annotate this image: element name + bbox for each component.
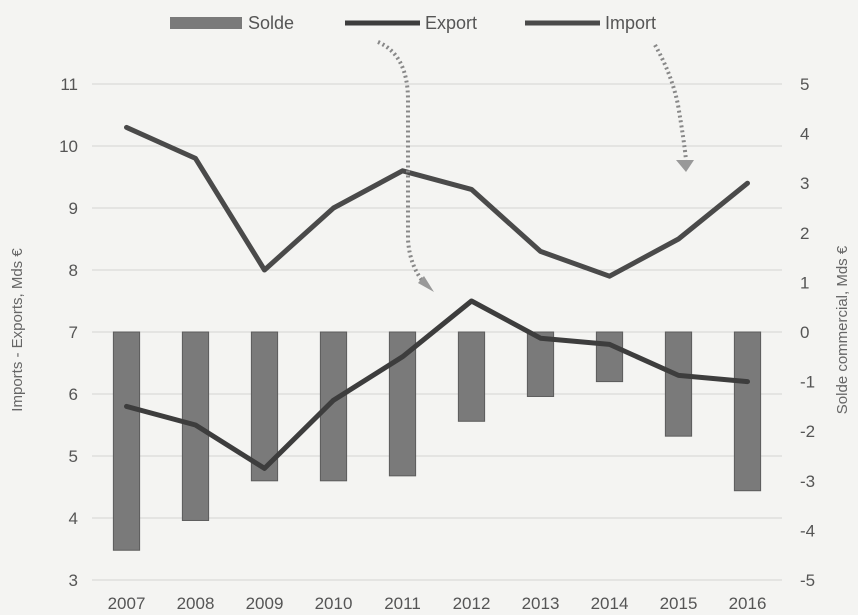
right-tick-label: 2 — [800, 224, 809, 243]
bar-solde — [526, 331, 555, 397]
left-tick-label: 6 — [69, 385, 78, 404]
left-tick-label: 7 — [69, 323, 78, 342]
right-tick-label: -1 — [800, 373, 815, 392]
x-tick-label: 2008 — [177, 594, 215, 613]
bar-solde — [595, 331, 624, 383]
bar-solde — [388, 331, 417, 477]
x-tick-label: 2014 — [591, 594, 629, 613]
legend-swatch — [170, 17, 242, 29]
x-tick-label: 2007 — [108, 594, 146, 613]
bar-solde — [733, 331, 762, 492]
annotation-arrows — [377, 40, 688, 287]
x-tick-label: 2013 — [522, 594, 560, 613]
legend: Solde Export Import — [170, 13, 656, 33]
left-tick-label: 4 — [69, 509, 78, 528]
left-tick-label: 10 — [59, 137, 78, 156]
bars — [112, 331, 762, 551]
right-tick-label: 5 — [800, 75, 809, 94]
arrow-path — [377, 40, 428, 287]
legend-label: Export — [425, 13, 477, 33]
bar-solde — [112, 331, 141, 551]
x-tick-label: 2015 — [660, 594, 698, 613]
right-tick-label: 1 — [800, 273, 809, 292]
left-tick-label: 9 — [69, 199, 78, 218]
right-tick-label: 0 — [800, 323, 809, 342]
arrowhead — [418, 276, 434, 292]
right-tick-label: -3 — [800, 472, 815, 491]
lines — [124, 124, 750, 471]
arrowhead — [676, 160, 694, 172]
arrow-path — [653, 44, 688, 161]
right-tick-label: 4 — [800, 125, 809, 144]
left-tick-label: 8 — [69, 261, 78, 280]
bar-solde — [457, 331, 486, 422]
right-tick-label: -5 — [800, 571, 815, 590]
x-tick-label: 2012 — [453, 594, 491, 613]
bar-solde — [250, 331, 279, 482]
right-axis-title: Solde commercial, Mds € — [834, 245, 851, 414]
right-tick-label: -4 — [800, 521, 815, 540]
left-tick-label: 11 — [60, 75, 78, 94]
left-tick-label: 5 — [69, 447, 78, 466]
right-tick-label: -2 — [800, 422, 815, 441]
left-ticks: 3 4 5 6 7 8 9 10 11 — [59, 75, 78, 590]
x-tick-label: 2010 — [315, 594, 353, 613]
x-tick-label: 2011 — [384, 594, 421, 613]
series-line-import — [124, 124, 750, 279]
bar-solde — [664, 331, 693, 437]
left-tick-label: 3 — [69, 571, 78, 590]
series-line-export — [124, 298, 750, 471]
legend-label: Solde — [248, 13, 294, 33]
right-tick-label: 3 — [800, 174, 809, 193]
legend-label: Import — [605, 13, 656, 33]
x-tick-label: 2009 — [246, 594, 284, 613]
right-ticks: -5 -4 -3 -2 -1 0 1 2 3 4 5 — [800, 75, 815, 590]
x-ticks: 2007 2008 2009 2010 2011 2012 2013 2014 2015 2016 — [108, 594, 767, 613]
x-tick-label: 2016 — [729, 594, 767, 613]
left-axis-title: Imports - Exports, Mds € — [9, 248, 26, 412]
annotation-arrowheads — [418, 160, 694, 292]
